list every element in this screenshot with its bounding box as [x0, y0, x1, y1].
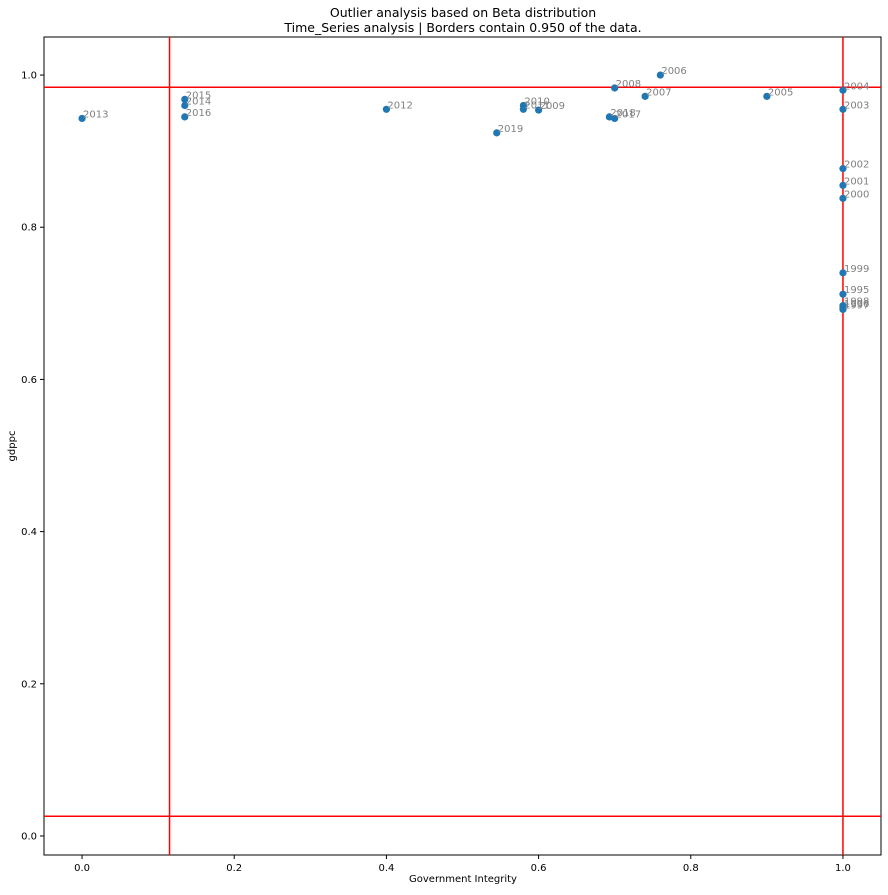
point-label: 1998 [844, 297, 869, 308]
y-tick-label: 0.8 [21, 223, 37, 234]
point-label: 2002 [844, 160, 869, 171]
point-label: 1996 [844, 299, 869, 310]
x-tick-label: 0.0 [74, 863, 90, 874]
data-point [611, 84, 619, 92]
y-tick-label: 0.4 [21, 527, 37, 538]
data-point [181, 113, 189, 121]
data-point [656, 71, 664, 79]
point-label: 2001 [844, 176, 869, 187]
point-label: 1999 [844, 264, 869, 275]
data-point [493, 129, 501, 137]
data-point [839, 305, 847, 314]
outlier-borders [44, 37, 881, 855]
point-label: 2018 [610, 108, 635, 119]
point-label: 2000 [844, 189, 869, 200]
data-point [519, 105, 527, 113]
point-label: 2012 [387, 100, 412, 111]
point-label: 2004 [844, 81, 869, 92]
point-label: 2017 [616, 109, 641, 120]
data-point [763, 92, 771, 100]
point-label: 1997 [844, 300, 869, 311]
data-point [839, 165, 847, 173]
point-label: 2003 [844, 100, 869, 111]
y-tick-label: 1.0 [21, 71, 37, 82]
data-point [181, 95, 189, 103]
x-tick-label: 0.2 [226, 863, 242, 874]
data-points [78, 71, 847, 314]
y-axis: 0.0 0.2 0.4 0.6 0.8 1.0 [21, 71, 44, 842]
plot-area [43, 36, 882, 856]
data-point [534, 106, 543, 114]
y-tick-label: 0.0 [21, 831, 37, 842]
point-label: 2013 [83, 109, 108, 120]
data-point [839, 105, 847, 113]
chart-title: Outlier analysis based on Beta distribut… [330, 5, 596, 20]
point-label: 2014 [186, 96, 211, 107]
data-point [839, 86, 847, 94]
x-axis: 0.0 0.2 0.4 0.6 0.8 1.0 [74, 855, 851, 874]
data-point [78, 114, 86, 123]
point-label: 2016 [186, 108, 211, 119]
point-label: 2011 [524, 100, 549, 111]
chart-subtitle: Time_Series analysis | Borders contain 0… [283, 20, 641, 35]
point-label: 2010 [524, 96, 549, 107]
point-label: 2005 [768, 87, 793, 98]
x-axis-label: Government Integrity [409, 874, 517, 885]
data-point [611, 114, 619, 123]
y-tick-label: 0.6 [21, 375, 37, 386]
data-point [839, 269, 847, 277]
x-tick-label: 0.4 [378, 863, 394, 874]
point-label: 1995 [844, 285, 869, 296]
data-point [641, 92, 649, 100]
y-tick-label: 0.2 [21, 679, 37, 690]
x-tick-label: 0.8 [683, 863, 699, 874]
point-label: 2015 [186, 90, 211, 101]
data-point [382, 105, 391, 113]
point-label: 2009 [540, 101, 565, 112]
data-point [839, 290, 847, 298]
data-point [839, 194, 847, 202]
point-label: 2007 [646, 87, 671, 98]
data-point [839, 181, 847, 189]
y-axis-label: gdppc [7, 431, 18, 462]
x-tick-label: 1.0 [835, 863, 851, 874]
x-tick-label: 0.6 [531, 863, 547, 874]
point-label: 2019 [498, 124, 523, 135]
point-label: 2006 [661, 66, 686, 77]
point-label: 2008 [616, 79, 641, 90]
data-point [181, 101, 189, 110]
